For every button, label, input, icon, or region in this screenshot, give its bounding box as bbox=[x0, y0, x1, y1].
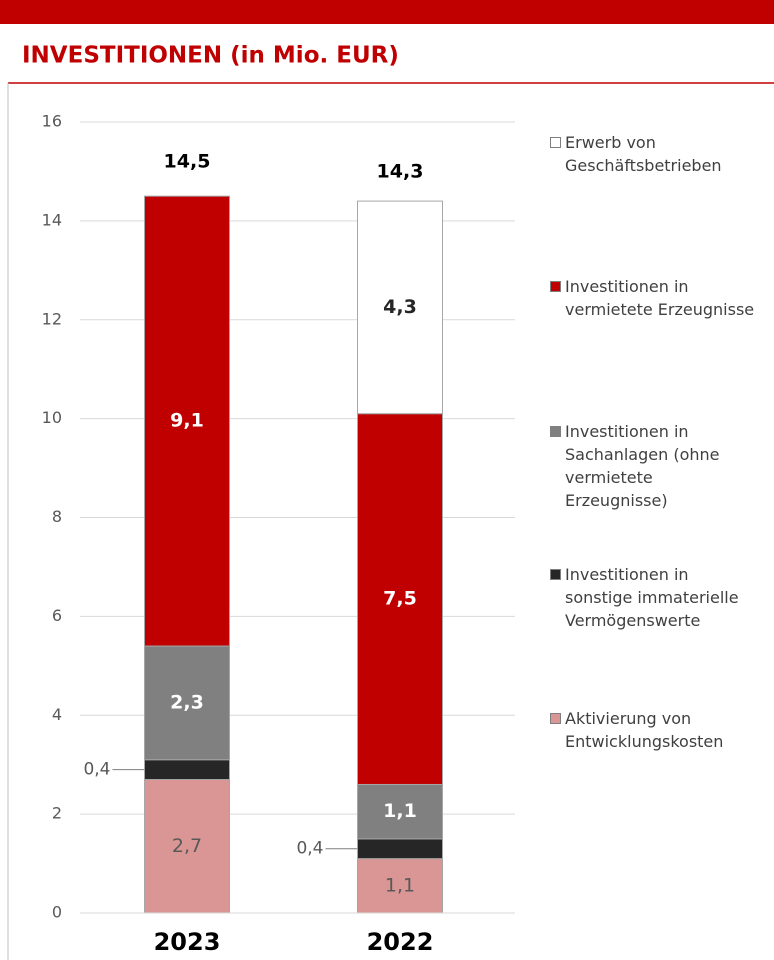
legend-label: Investitionen in sonstige immaterielle V… bbox=[565, 565, 739, 630]
data-label: 1,1 bbox=[383, 800, 417, 822]
legend-label: Erwerb von Geschäftsbetrieben bbox=[565, 133, 722, 175]
chart-title: INVESTITIONEN (in Mio. EUR) bbox=[22, 43, 399, 69]
legend-label: Investitionen in vermietete Erzeugnisse bbox=[565, 277, 755, 319]
bar-segment bbox=[357, 413, 443, 785]
y-tick-label: 0 bbox=[52, 903, 62, 922]
y-tick-label: 2 bbox=[52, 804, 62, 823]
bar-segment bbox=[357, 838, 443, 860]
x-tick-label: 2023 bbox=[154, 928, 221, 956]
legend-label: Investitionen in Sachanlagen (ohne vermi… bbox=[565, 422, 720, 510]
bar-segment bbox=[144, 195, 230, 647]
data-label: 1,1 bbox=[385, 874, 415, 896]
legend-swatch bbox=[550, 569, 561, 580]
bar-segment bbox=[357, 200, 443, 415]
legend-item: Investitionen in sonstige immaterielle V… bbox=[550, 563, 760, 632]
legend-item: Investitionen in vermietete Erzeugnisse bbox=[550, 275, 760, 321]
data-label: 0,4 bbox=[83, 760, 110, 780]
legend-item: Aktivierung von Entwicklungskosten bbox=[550, 707, 760, 753]
data-label: 0,4 bbox=[296, 839, 323, 859]
y-tick-label: 16 bbox=[42, 112, 62, 131]
bar-segment bbox=[357, 783, 443, 840]
data-label: 4,3 bbox=[383, 296, 417, 318]
bar-segment bbox=[357, 858, 443, 914]
bar-segment bbox=[144, 645, 230, 761]
data-label: 2,7 bbox=[172, 835, 202, 857]
y-tick-label: 6 bbox=[52, 606, 62, 625]
legend-label: Aktivierung von Entwicklungskosten bbox=[565, 709, 724, 751]
total-label: 14,3 bbox=[377, 161, 424, 183]
y-tick-label: 10 bbox=[42, 408, 62, 427]
data-label: 9,1 bbox=[170, 410, 204, 432]
legend-swatch bbox=[550, 426, 561, 437]
data-label: 7,5 bbox=[383, 588, 417, 610]
bar-segment bbox=[144, 759, 230, 781]
data-label: 2,3 bbox=[170, 691, 204, 713]
legend-swatch bbox=[550, 713, 561, 724]
legend-item: Erwerb von Geschäftsbetrieben bbox=[550, 131, 760, 177]
top-band bbox=[0, 0, 774, 24]
legend-swatch bbox=[550, 281, 561, 292]
y-tick-label: 12 bbox=[42, 309, 62, 328]
y-tick-label: 8 bbox=[52, 507, 62, 526]
y-tick-label: 14 bbox=[42, 210, 62, 229]
x-tick-label: 2022 bbox=[367, 928, 434, 956]
total-label: 14,5 bbox=[164, 151, 211, 173]
bar-segment bbox=[144, 779, 230, 914]
legend-item: Investitionen in Sachanlagen (ohne vermi… bbox=[550, 420, 760, 512]
legend-swatch bbox=[550, 137, 561, 148]
y-tick-label: 4 bbox=[52, 705, 62, 724]
